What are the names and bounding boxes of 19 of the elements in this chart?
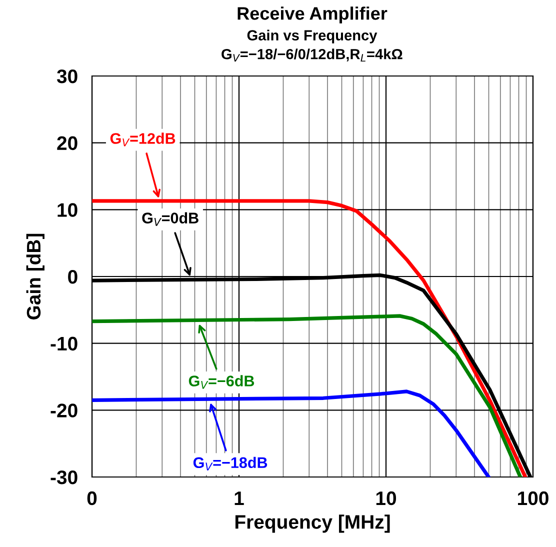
chart-title: Receive Amplifier <box>238 6 388 24</box>
x-tick-label: 1 <box>234 492 244 505</box>
y-tick-label: -20 <box>50 404 78 418</box>
annotation: G$_{V}$=−18dB <box>193 456 268 470</box>
y-tick-label: 30 <box>56 69 78 84</box>
chart-subtitle: Gain vs Frequency G$_{V}$=−18/−6/0/12dB,R$_{L}$=4kΩ <box>222 30 402 62</box>
y-tick-label: 20 <box>57 136 78 150</box>
annotation: G$_{V}$=0dB <box>142 212 198 226</box>
x-axis-title: Frequency [MHz] <box>235 514 390 533</box>
annotation: G$_{V}$=12dB <box>110 132 176 146</box>
annotation: G$_{V}$=−6dB <box>188 375 254 389</box>
y-tick-label: -10 <box>50 336 78 351</box>
y-axis-title: Gain [dB] <box>26 234 44 320</box>
y-tick-label: -30 <box>50 470 78 484</box>
y-tick-label: 10 <box>58 203 78 217</box>
x-tick-label: 10 <box>376 491 396 506</box>
y-tick-label: 0 <box>68 270 78 284</box>
x-tick-label: 0 <box>87 491 97 506</box>
x-tick-label: 100 <box>518 491 548 506</box>
